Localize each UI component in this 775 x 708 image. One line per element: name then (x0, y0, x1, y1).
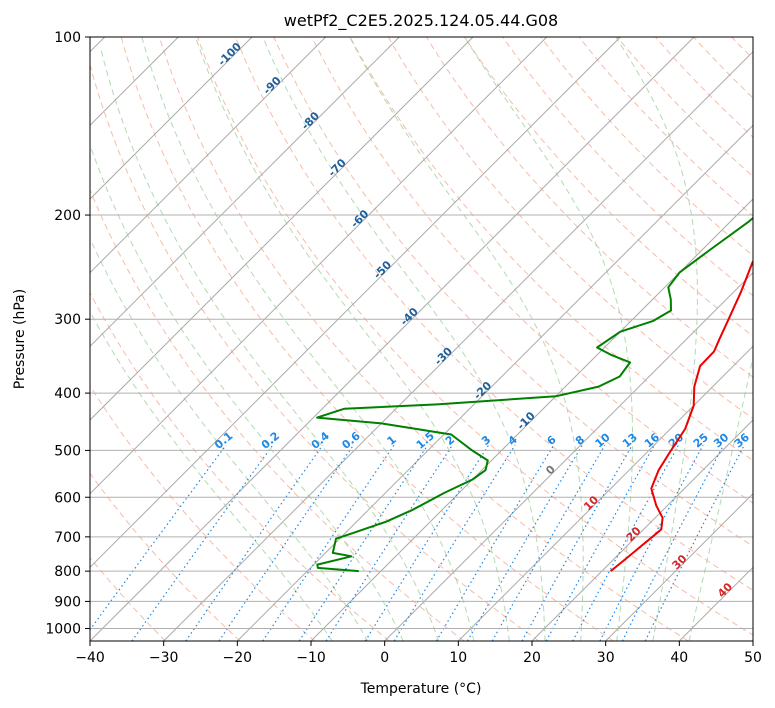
dry-adiabat (235, 37, 753, 591)
isotherm-line (90, 37, 621, 569)
mixing-ratio-line (491, 444, 606, 641)
y-tick-label: 400 (54, 386, 81, 402)
dry-adiabat (120, 37, 614, 641)
x-axis-title: Temperature (°C) (360, 681, 482, 697)
isotherm-line (90, 37, 474, 421)
mixing-ratio-line (599, 444, 704, 641)
isotherm-line (90, 37, 253, 200)
isotherm-line (310, 198, 753, 641)
x-tick-label: 10 (449, 650, 467, 666)
mixing-ratio-line (644, 444, 745, 641)
y-tick-label: 500 (54, 443, 81, 459)
dry-adiabat (197, 37, 753, 636)
y-tick-label: 800 (54, 564, 81, 580)
isotherm-line (531, 419, 753, 641)
x-axis-ticks: −40 −30 −20 −10 0 10 20 30 40 50 (75, 641, 762, 666)
isotherm-line (90, 37, 327, 274)
mixing-ratio-line (262, 444, 395, 641)
dewpoint-profile-line (316, 216, 753, 573)
moist-adiabat (141, 37, 475, 641)
background-lines (90, 37, 753, 641)
mixing-ratio-line (218, 444, 354, 641)
chart-title: wetPf2_C2E5.2025.124.05.44.G08 (284, 11, 558, 31)
y-tick-label: 300 (54, 312, 81, 328)
x-tick-label: −40 (75, 650, 105, 666)
x-tick-label: −10 (296, 650, 326, 666)
x-tick-label: 30 (597, 650, 615, 666)
profile-series (316, 216, 753, 573)
y-tick-label: 900 (54, 594, 81, 610)
isotherm-line (605, 492, 753, 641)
x-tick-label: −30 (149, 650, 179, 666)
moist-adiabat (615, 37, 698, 641)
dry-adiabat (90, 291, 390, 641)
dry-adiabat (90, 472, 241, 641)
moist-adiabat (349, 37, 584, 641)
dry-adiabat (387, 37, 753, 420)
isotherm-line (236, 124, 753, 641)
isotherm-line (163, 50, 753, 641)
y-tick-label: 1000 (45, 622, 81, 638)
dry-adiabat (311, 37, 753, 504)
isotherm-line (90, 37, 400, 348)
y-tick-label: 600 (54, 490, 81, 506)
y-tick-label: 700 (54, 530, 81, 546)
moist-adiabat (99, 46, 439, 641)
y-axis-ticks: 100 200 300 400 500 600 700 800 900 1000 (45, 30, 90, 638)
x-tick-label: 50 (744, 650, 762, 666)
isotherm-line (457, 345, 753, 641)
moist-adiabat (195, 37, 510, 641)
mixing-ratio-line (435, 444, 555, 641)
dry-adiabat (158, 37, 689, 641)
moist-adiabat (90, 143, 404, 641)
plot-frame (89, 36, 754, 642)
dry-adiabat (90, 63, 540, 641)
y-tick-label: 100 (54, 30, 81, 46)
mixing-ratio-line (545, 444, 655, 641)
dry-adiabat (425, 37, 753, 378)
x-tick-label: −20 (223, 650, 253, 666)
dry-adiabat (616, 37, 753, 178)
mixing-ratio-line (521, 444, 633, 641)
moist-adiabat (90, 310, 333, 641)
pressure-gridlines (90, 37, 753, 629)
dry-adiabat (90, 384, 316, 641)
mixing-ratio-line (466, 444, 583, 641)
isotherm-line (90, 37, 695, 641)
dry-adiabat (502, 37, 753, 297)
y-tick-label: 200 (54, 208, 81, 224)
x-tick-label: 20 (523, 650, 541, 666)
isotherm-line (384, 271, 753, 641)
mixing-ratio-line (325, 444, 453, 641)
dry-adiabat (273, 37, 753, 547)
x-tick-label: 0 (380, 650, 389, 666)
mixing-ratio-line (185, 444, 324, 641)
x-tick-label: 40 (670, 650, 688, 666)
mixing-ratio-line (298, 444, 429, 641)
moist-adiabat (262, 37, 546, 641)
moist-adiabat (90, 237, 369, 641)
temperature-profile-line (610, 259, 753, 572)
moist-adiabat (688, 354, 753, 641)
dry-adiabat (90, 188, 465, 641)
y-axis-title: Pressure (hPa) (12, 289, 28, 389)
isotherm-line (90, 37, 548, 495)
mixing-ratio-line (572, 444, 679, 641)
mixing-ratio-line (621, 444, 725, 641)
